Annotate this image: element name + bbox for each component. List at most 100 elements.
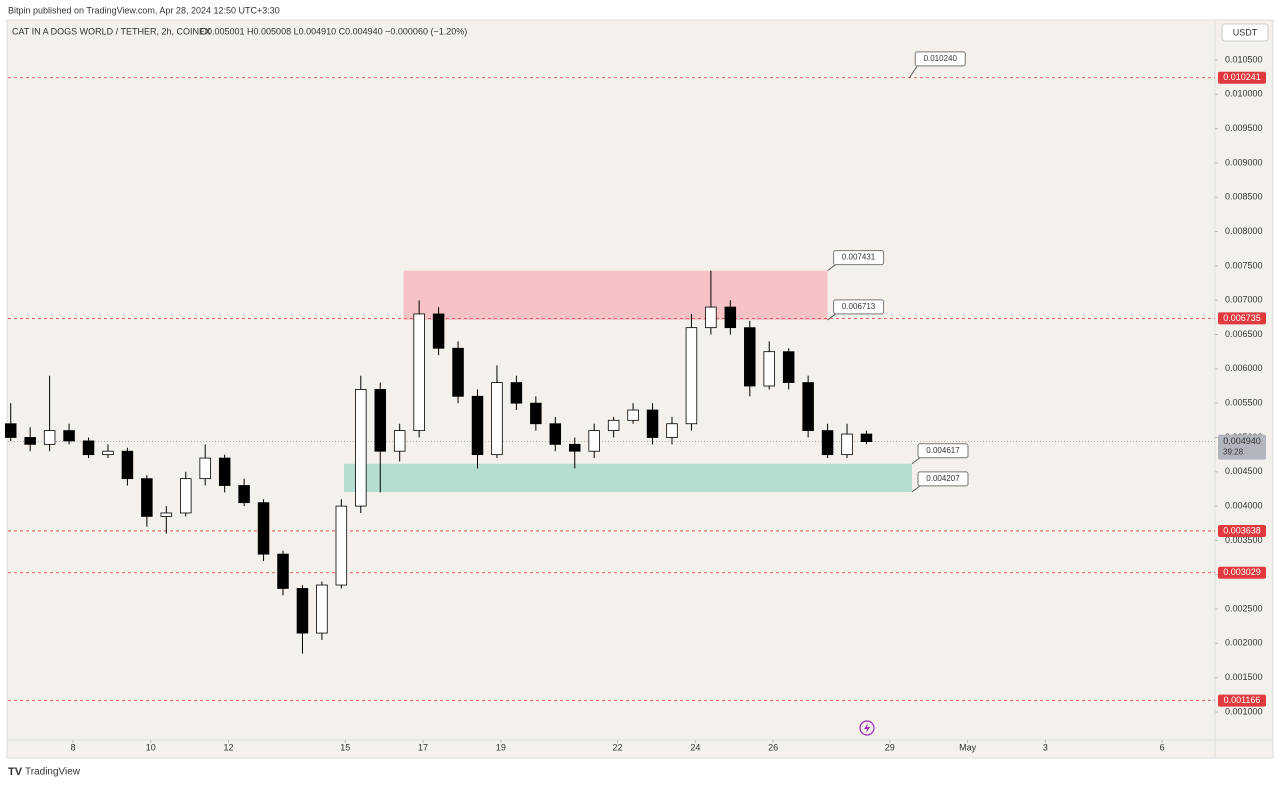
brand: TradingView <box>25 767 81 778</box>
candle-body <box>685 327 698 425</box>
candle-body <box>568 443 581 452</box>
y-tick-label: 0.002000 <box>1225 638 1263 648</box>
y-tick-label: 0.003500 <box>1225 535 1263 545</box>
candle-body <box>63 430 75 442</box>
candle-body <box>218 457 231 486</box>
alert-bolt <box>864 723 870 733</box>
last-price-label: 0.004940 <box>1223 436 1261 446</box>
note-box <box>914 51 966 67</box>
y-tick-label: 0.010500 <box>1225 54 1263 64</box>
candle-body <box>705 306 717 329</box>
x-tick-label: 26 <box>768 742 778 752</box>
callout-label: 0.004207 <box>926 474 960 483</box>
candle-body <box>335 505 348 586</box>
candle-body <box>141 478 153 517</box>
y-tick-label: 0.001500 <box>1225 672 1263 682</box>
candle-body <box>530 402 542 425</box>
candle-body <box>238 485 250 504</box>
candle-body <box>588 430 600 452</box>
x-tick-label: 17 <box>418 742 428 752</box>
candle-body <box>821 430 834 456</box>
candle-body <box>763 351 775 387</box>
candle-body <box>199 457 211 480</box>
y-tick-label: 0.004000 <box>1225 500 1263 510</box>
y-tick-label: 0.005500 <box>1225 398 1263 408</box>
alert-icon[interactable] <box>859 720 875 736</box>
candle-body <box>296 588 309 634</box>
callout-pointer <box>911 457 921 465</box>
candle-body <box>666 423 678 438</box>
last-price-tag <box>1218 434 1266 460</box>
tv-logo: TV <box>8 766 23 778</box>
candle-body <box>24 437 36 445</box>
candle-body <box>452 347 464 397</box>
candle-body <box>121 450 134 480</box>
callout-label: 0.004617 <box>926 446 960 455</box>
level-label: 0.003638 <box>1223 525 1261 535</box>
candle-body <box>180 478 192 514</box>
y-tick-label: 0.007500 <box>1225 260 1263 270</box>
y-tick-label: 0.010000 <box>1225 89 1263 99</box>
x-tick-label: 19 <box>496 742 506 752</box>
candle-body <box>646 409 659 438</box>
zone <box>403 270 828 320</box>
x-tick-label: 6 <box>1160 742 1165 752</box>
level-tag <box>1218 71 1266 84</box>
currency[interactable]: USDT <box>1233 27 1258 37</box>
note-label: 0.010240 <box>924 54 958 63</box>
candle-body <box>802 382 814 432</box>
level-label: 0.006735 <box>1223 313 1261 323</box>
y-tick-label: 0.006500 <box>1225 329 1263 339</box>
candle-body <box>413 313 425 432</box>
candle-body <box>744 327 756 387</box>
symbol-title: CAT IN A DOGS WORLD / TETHER, 2h, COINEX <box>12 26 211 36</box>
zone <box>344 463 912 492</box>
y-tick-label: 0.009000 <box>1225 157 1263 167</box>
level-label: 0.010241 <box>1223 72 1261 82</box>
y-tick-label: 0.008000 <box>1225 226 1263 236</box>
plot-bg <box>6 19 1274 759</box>
y-tick-label: 0.002500 <box>1225 603 1263 613</box>
callout-pointer <box>827 264 836 272</box>
candle-body <box>432 313 445 349</box>
candle-body <box>471 395 484 456</box>
candle-body <box>491 382 503 456</box>
x-tick-label: 29 <box>885 742 895 752</box>
candle-body <box>102 450 114 456</box>
candle-body <box>860 433 873 442</box>
candle-body <box>549 423 562 445</box>
callout-box <box>917 471 969 487</box>
candle-body <box>724 306 737 329</box>
note-pointer <box>908 65 918 79</box>
candle-body <box>607 419 620 432</box>
candle-body <box>43 430 56 445</box>
ohlc-text: O0.005001 H0.005008 L0.004910 C0.004940 … <box>200 26 467 36</box>
svg-text:TV: TV <box>8 766 23 778</box>
x-tick-label: May <box>959 742 977 752</box>
candle-body <box>257 502 270 555</box>
callout-pointer <box>827 313 836 321</box>
countdown: 39:28 <box>1223 448 1244 457</box>
callout-pointer <box>911 485 921 493</box>
candle-body <box>393 430 406 452</box>
y-tick-label: 0.006000 <box>1225 363 1263 373</box>
x-tick-label: 15 <box>340 742 350 752</box>
candle-body <box>841 433 853 456</box>
level-label: 0.003029 <box>1223 567 1261 577</box>
candle-body <box>510 382 523 404</box>
publisher: Bitpin published on TradingView.com, Apr… <box>8 5 280 15</box>
x-tick-label: 24 <box>690 742 700 752</box>
y-tick-label: 0.004500 <box>1225 466 1263 476</box>
y-tick-label: 0.007000 <box>1225 295 1263 305</box>
currency-button[interactable] <box>1221 23 1269 42</box>
candle-body <box>277 553 289 589</box>
x-tick-label: 10 <box>146 742 156 752</box>
level-tag <box>1218 312 1266 325</box>
x-tick-label: 3 <box>1043 742 1048 752</box>
candle-body <box>82 440 95 456</box>
y-tick-label: 0.009500 <box>1225 123 1263 133</box>
level-label: 0.001166 <box>1224 695 1261 705</box>
x-tick-label: 22 <box>613 742 623 752</box>
x-tick-label: 12 <box>224 742 234 752</box>
